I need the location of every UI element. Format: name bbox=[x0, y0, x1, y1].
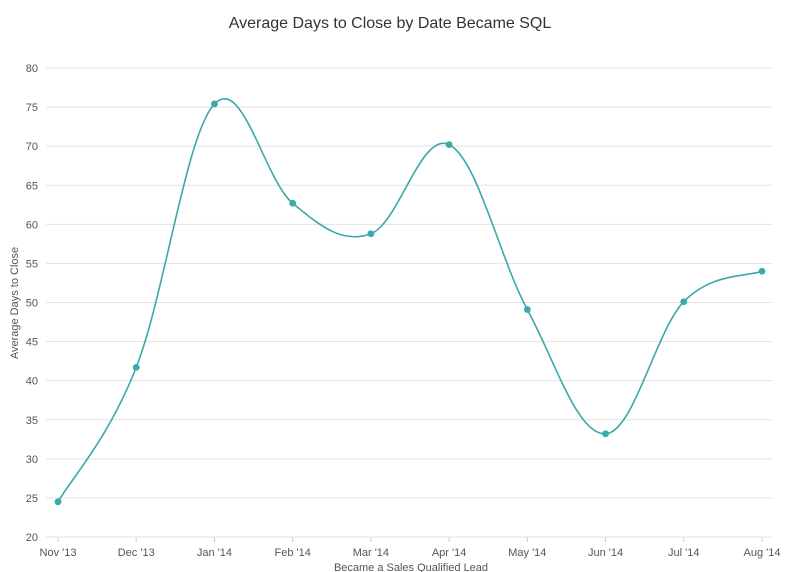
x-tick-label: Apr '14 bbox=[432, 547, 467, 559]
x-tick-label: Feb '14 bbox=[274, 547, 310, 559]
y-tick-label: 65 bbox=[26, 180, 38, 192]
data-points bbox=[54, 100, 766, 506]
data-point-3[interactable] bbox=[289, 199, 297, 207]
x-tick-label: Nov '13 bbox=[40, 547, 77, 559]
chart-title: Average Days to Close by Date Became SQL bbox=[229, 15, 552, 32]
y-axis-ticks: 20 25 30 35 40 45 50 55 60 65 70 75 80 bbox=[26, 63, 38, 544]
data-point-1[interactable] bbox=[132, 363, 140, 371]
data-point-0[interactable] bbox=[54, 498, 62, 506]
y-tick-label: 25 bbox=[26, 493, 38, 505]
x-axis-label: Became a Sales Qualified Lead bbox=[334, 562, 488, 572]
x-tick-label: May '14 bbox=[508, 547, 546, 559]
data-point-4[interactable] bbox=[367, 230, 375, 238]
data-point-5[interactable] bbox=[445, 141, 453, 149]
data-point-7[interactable] bbox=[602, 430, 609, 438]
x-tick-label: Dec '13 bbox=[118, 547, 155, 559]
data-point-8[interactable] bbox=[680, 298, 688, 306]
y-tick-label: 55 bbox=[26, 258, 38, 270]
y-tick-label: 60 bbox=[26, 219, 38, 231]
y-tick-label: 50 bbox=[26, 298, 38, 310]
data-point-2[interactable] bbox=[211, 100, 218, 108]
series-line bbox=[57, 98, 763, 503]
y-tick-label: 30 bbox=[26, 454, 38, 466]
grid-lines bbox=[46, 67, 772, 538]
x-axis-ticks: Nov '13 Dec '13 Jan '14 Feb '14 Mar '14 Apr '… bbox=[40, 537, 781, 559]
y-tick-label: 40 bbox=[26, 376, 38, 388]
y-tick-label: 75 bbox=[26, 102, 38, 114]
x-tick-label: Jan '14 bbox=[197, 547, 232, 559]
x-tick-label: Aug '14 bbox=[744, 547, 781, 559]
y-tick-label: 70 bbox=[26, 141, 38, 153]
y-axis-label: Average Days to Close bbox=[9, 247, 21, 359]
x-tick-label: Jun '14 bbox=[588, 547, 623, 559]
x-tick-label: Mar '14 bbox=[353, 547, 389, 559]
x-tick-label: Jul '14 bbox=[668, 547, 699, 559]
y-tick-label: 20 bbox=[26, 532, 38, 544]
y-tick-label: 45 bbox=[26, 337, 38, 349]
y-tick-label: 80 bbox=[26, 63, 38, 75]
y-tick-label: 35 bbox=[26, 415, 38, 427]
data-point-9[interactable] bbox=[758, 267, 766, 275]
data-point-6[interactable] bbox=[523, 306, 531, 313]
